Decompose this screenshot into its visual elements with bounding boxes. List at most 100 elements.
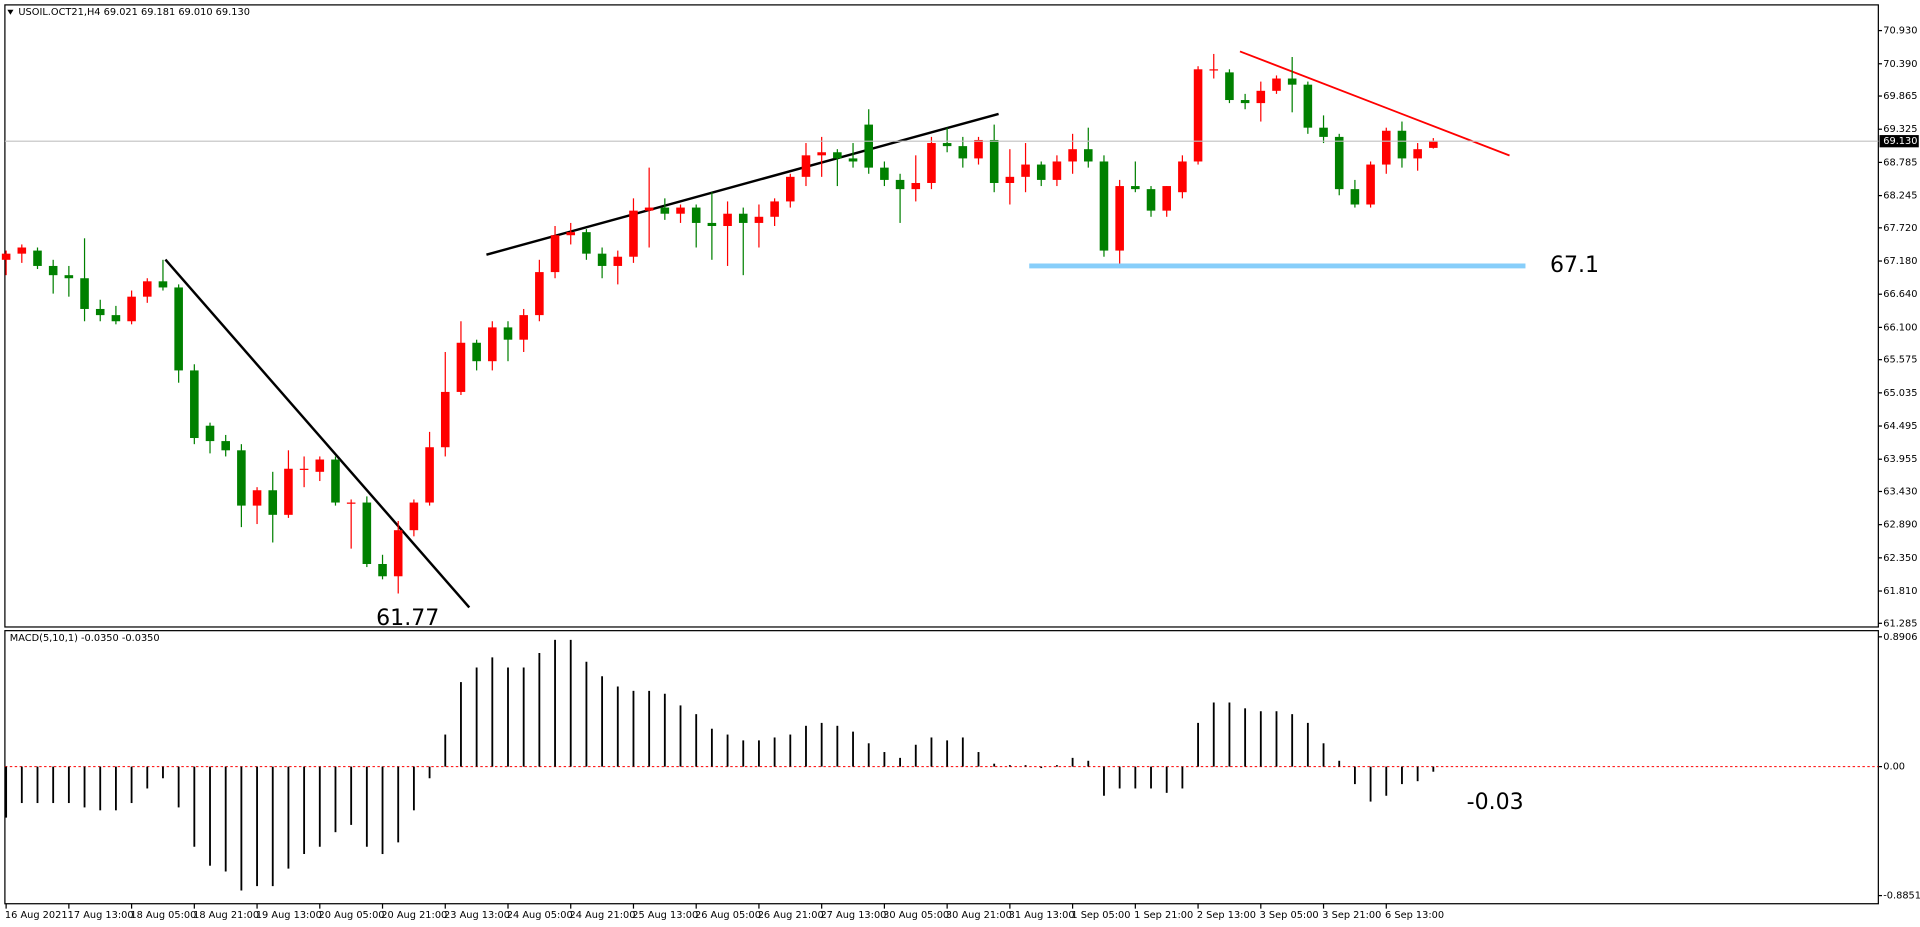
y-tick-label: 64.495	[1883, 421, 1917, 432]
candle-body	[1115, 186, 1124, 251]
x-tick-label: 30 Aug 21:00	[946, 910, 1012, 921]
x-tick-label: 27 Aug 13:00	[820, 910, 886, 921]
candle-body	[864, 124, 874, 168]
candle-body	[1036, 164, 1046, 180]
x-tick-label: 26 Aug 21:00	[758, 910, 824, 921]
candle-body	[1429, 141, 1438, 148]
x-tick-label: 6 Sep 13:00	[1385, 910, 1444, 921]
x-tick-label: 24 Aug 05:00	[507, 910, 573, 921]
y-tick-label: 67.720	[1883, 223, 1917, 234]
trendline	[164, 258, 471, 609]
y-tick-label: 67.180	[1883, 256, 1917, 267]
candle-body	[190, 370, 199, 439]
candle-body	[1287, 78, 1297, 85]
y-tick-label: 66.640	[1883, 289, 1917, 300]
candle-body	[1083, 149, 1093, 162]
candle-body	[268, 490, 278, 515]
candle-body	[1303, 84, 1313, 128]
marks: 70.930 70.390 69.865 69.325 68.785 68.245 67.7…	[1, 26, 1920, 921]
candle-body	[1162, 186, 1171, 211]
candle-body	[127, 296, 136, 322]
candle-body	[409, 502, 419, 531]
trendline	[1239, 50, 1510, 157]
candle-body	[1350, 189, 1360, 205]
y-tick-label: 62.350	[1883, 553, 1917, 564]
candle-body	[801, 155, 811, 177]
candle-body	[629, 210, 638, 257]
candle-body	[284, 468, 293, 515]
candle-body	[1397, 130, 1407, 159]
y-tick-label: 65.575	[1883, 355, 1917, 366]
candle-body	[1413, 149, 1422, 159]
candle-body	[989, 139, 999, 183]
candle-body	[1099, 161, 1109, 251]
price-tag	[1879, 135, 1919, 148]
candle-body	[582, 232, 591, 254]
candle-body	[770, 201, 779, 217]
x-tick-label: 1 Sep 21:00	[1134, 910, 1193, 921]
candle-body	[221, 441, 230, 451]
candle-body	[942, 143, 952, 147]
candle-body	[1272, 78, 1281, 91]
candle-body	[425, 447, 434, 503]
candle-body	[707, 222, 717, 227]
candle-body	[488, 327, 497, 362]
x-tick-label: 19 Aug 13:00	[256, 910, 322, 921]
candle-body	[362, 502, 372, 564]
x-tick-label: 20 Aug 05:00	[319, 910, 385, 921]
candle-body	[974, 139, 983, 159]
y-tick-label: 63.430	[1883, 486, 1917, 497]
x-tick-label: 17 Aug 13:00	[68, 910, 134, 921]
candle-body	[676, 207, 685, 214]
y-tick-label: -0.8851	[1883, 891, 1920, 902]
candle-body	[535, 272, 544, 316]
candle-body	[48, 265, 58, 276]
symbol-title: USOIL.OCT21,H4 69.021 69.181 69.010 69.1…	[18, 7, 250, 18]
candle-body	[1052, 161, 1062, 180]
y-tick-label: 61.810	[1883, 586, 1917, 597]
x-tick-label: 2 Sep 13:00	[1197, 910, 1256, 921]
x-tick-label: 16 Aug 2021	[5, 910, 68, 921]
candle-body	[613, 256, 623, 266]
candle-body	[1240, 100, 1250, 104]
x-tick-label: 31 Aug 13:00	[1009, 910, 1075, 921]
candle-body	[644, 207, 654, 211]
candle-body	[80, 278, 89, 309]
y-tick-label: 69.865	[1883, 91, 1917, 102]
candle-body	[315, 459, 325, 472]
candle-body	[833, 152, 842, 159]
y-tick-label: 63.955	[1883, 454, 1917, 465]
candle-body	[111, 315, 121, 322]
x-tick-label: 30 Aug 05:00	[883, 910, 949, 921]
x-tick-label: 25 Aug 13:00	[632, 910, 698, 921]
x-tick-label: 26 Aug 05:00	[695, 910, 761, 921]
candle-body	[895, 179, 905, 190]
candle-body	[723, 213, 732, 227]
candle-body	[1319, 127, 1328, 137]
candle-body	[1334, 136, 1344, 190]
candle-body	[1005, 176, 1015, 183]
candle-body	[519, 315, 528, 340]
candle-body	[142, 281, 152, 297]
x-tick-label: 23 Aug 13:00	[444, 910, 510, 921]
candle-body	[1146, 189, 1156, 211]
candle-body	[252, 490, 262, 506]
candle-body	[237, 450, 246, 506]
candle-body	[1366, 164, 1375, 205]
candle-body	[1068, 149, 1077, 162]
candle-body	[848, 158, 858, 162]
candle-body	[158, 281, 168, 288]
candle-body	[786, 176, 795, 202]
candle-body	[1193, 69, 1203, 162]
candle-body	[331, 459, 340, 503]
y-tick-label: 0.00	[1883, 762, 1905, 773]
candle-body	[927, 143, 936, 183]
candle-body	[393, 530, 403, 577]
candle-body	[1381, 130, 1391, 165]
y-tick-label: 70.390	[1883, 59, 1917, 70]
candle-body	[754, 216, 764, 223]
candle-body	[456, 342, 466, 392]
candle-body	[911, 182, 921, 190]
x-tick-label: 18 Aug 21:00	[193, 910, 259, 921]
